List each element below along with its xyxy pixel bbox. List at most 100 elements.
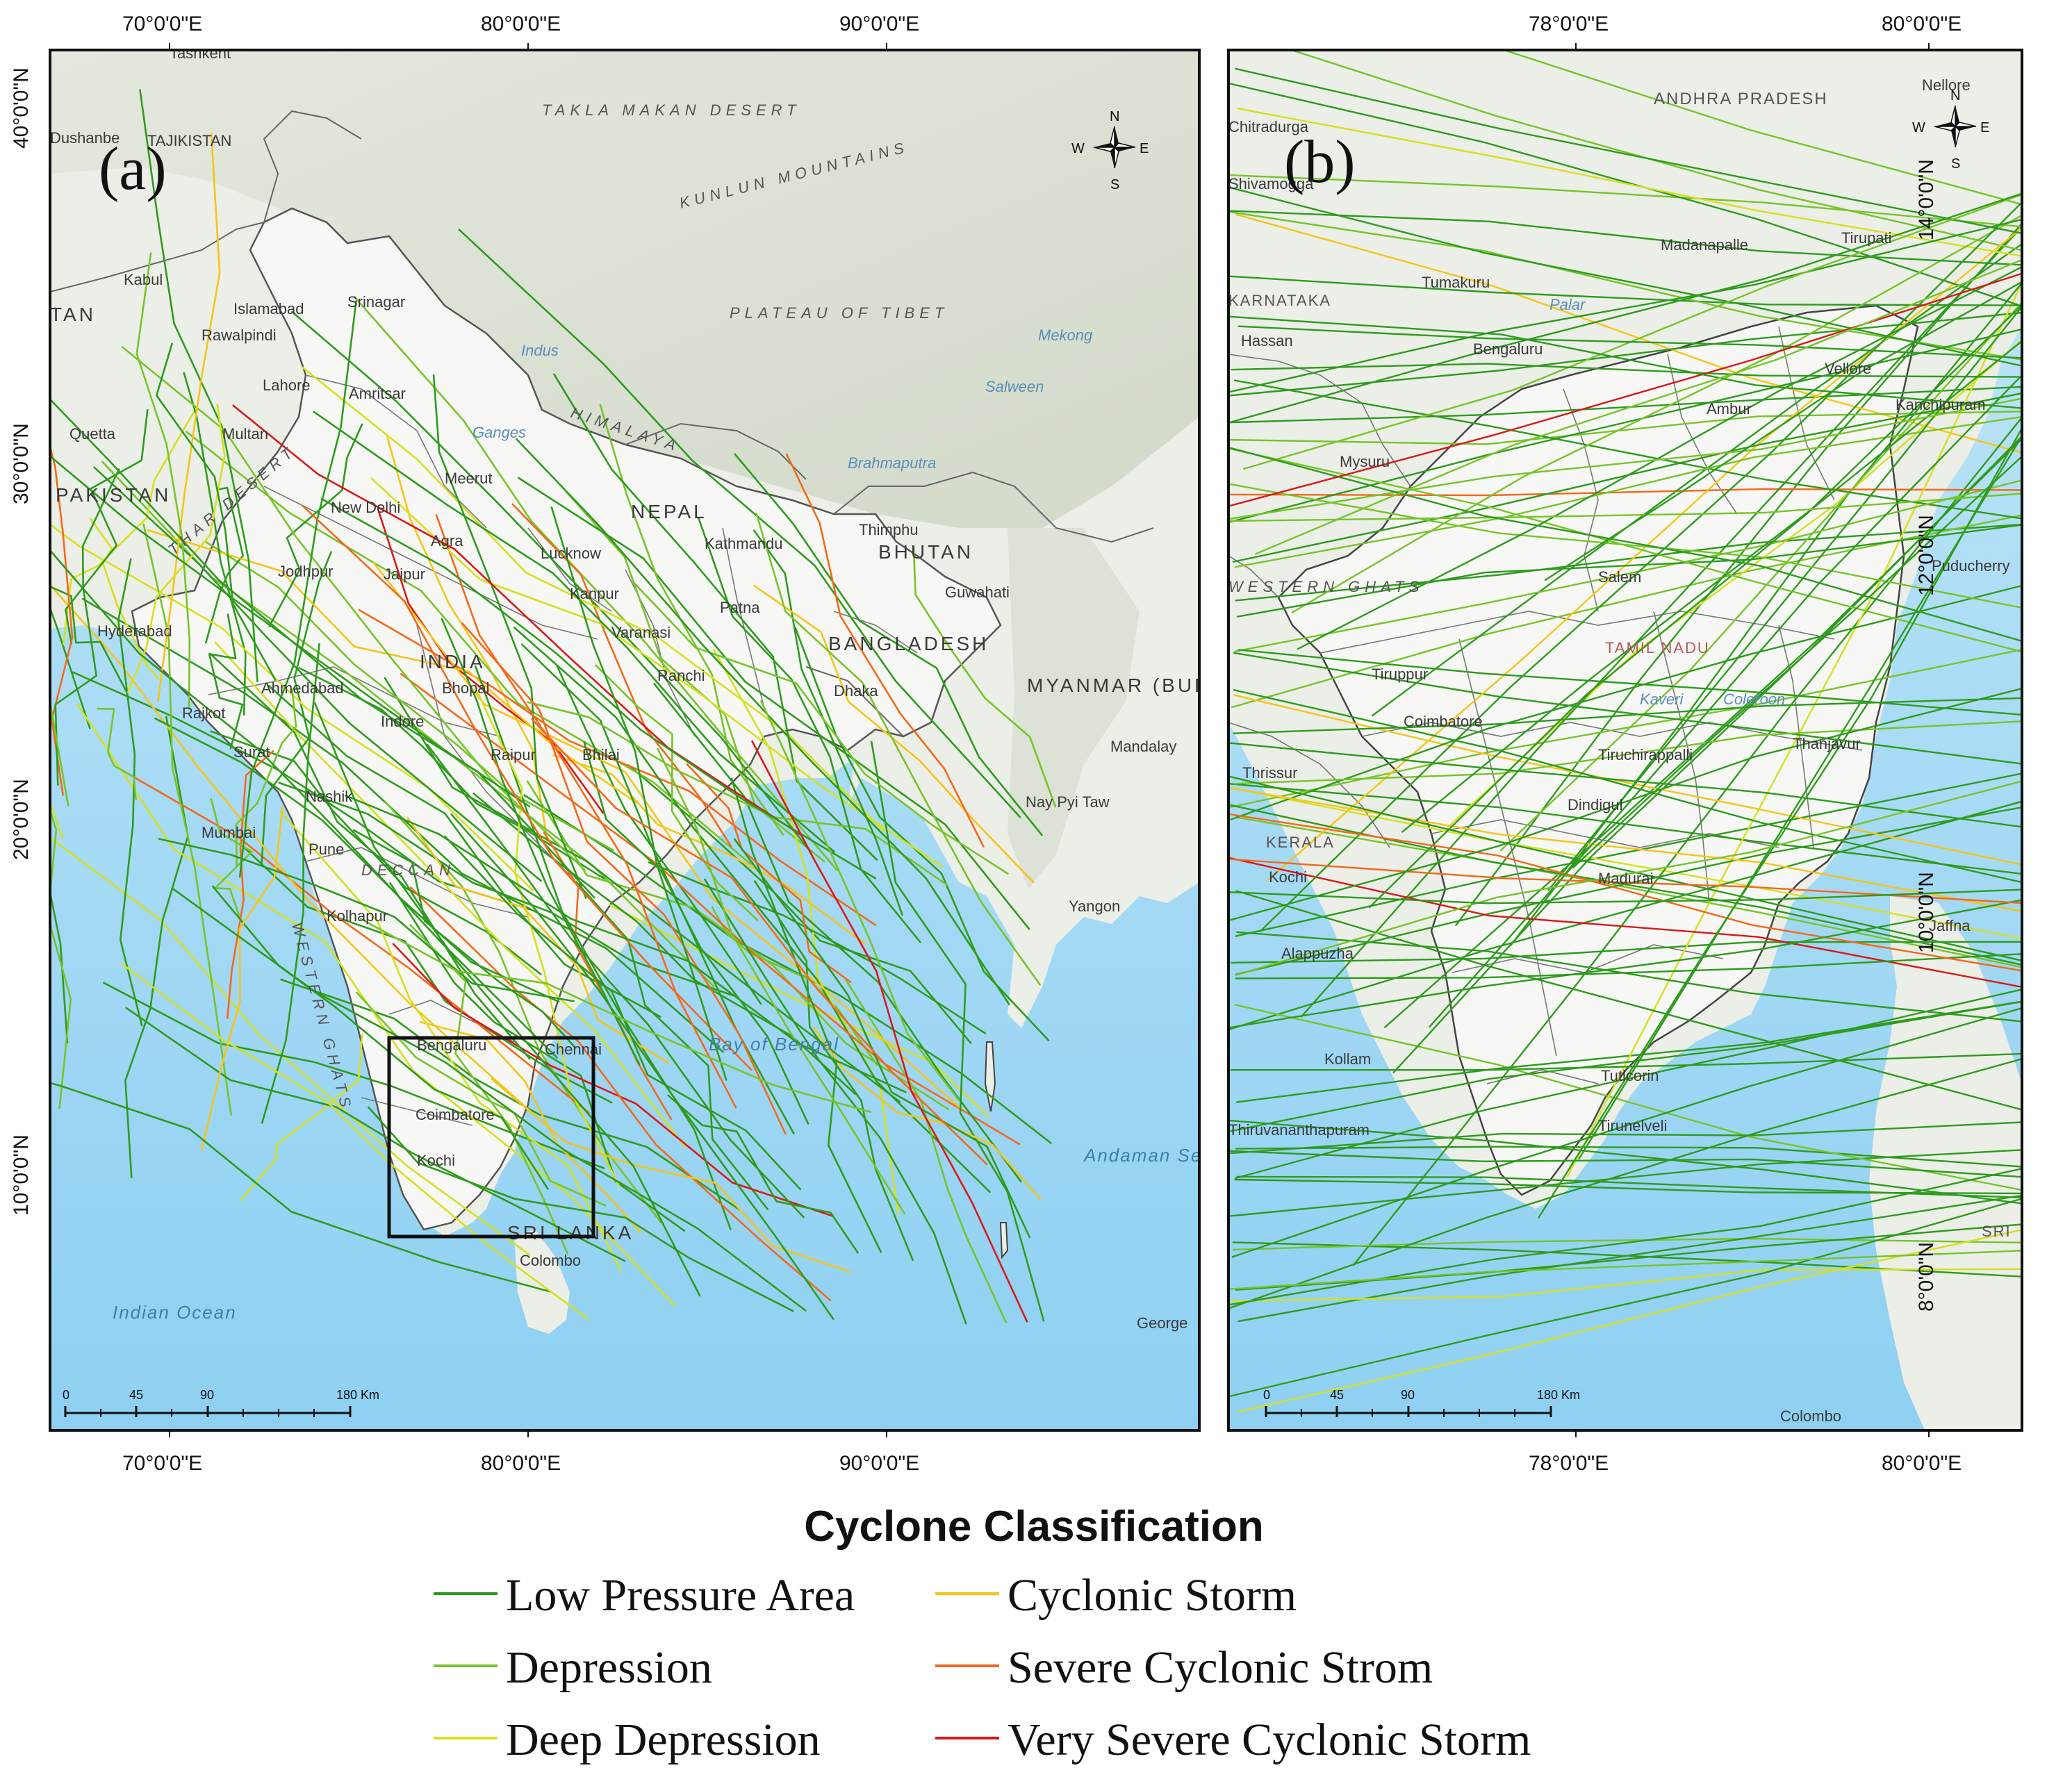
track-line	[204, 540, 614, 852]
track-line	[1235, 780, 2022, 976]
country-nepal: NEPAL	[631, 501, 707, 522]
scale-0: 0	[63, 1388, 69, 1402]
track-line	[1266, 226, 2022, 882]
b-label-kollam: Kollam	[1324, 1050, 1371, 1068]
river-salween: Salween	[985, 378, 1044, 395]
track-line	[1228, 648, 2022, 809]
track-line	[552, 754, 867, 945]
track-line	[845, 979, 1007, 1323]
label-guwahati: Guwahati	[945, 584, 1010, 601]
track-line	[1228, 1119, 2022, 1205]
track-line	[556, 666, 762, 1005]
track-line	[753, 585, 1035, 884]
track-line	[1429, 374, 2022, 1028]
b-label-bengaluru: Bengaluru	[1473, 340, 1543, 358]
track-line	[427, 743, 805, 1218]
b-scale-90: 90	[1401, 1388, 1415, 1402]
track-line	[50, 549, 558, 1059]
track-line	[89, 517, 160, 680]
panel-a-inset-box	[387, 1036, 595, 1239]
track-line	[1235, 816, 2022, 968]
b-bottom-lon-78: 78°0'0"E	[1529, 1452, 1609, 1475]
track-line	[1228, 210, 2022, 266]
track-line	[352, 829, 577, 1049]
track-line	[595, 664, 759, 921]
panel-a-cyclone-tracks	[50, 89, 1057, 1325]
track-line	[523, 794, 1052, 1144]
country-pakistan: PAKISTAN	[56, 484, 171, 506]
sea-indian-ocean: Indian Ocean	[113, 1302, 237, 1323]
country-bhutan: BHUTAN	[878, 541, 973, 563]
track-line	[516, 438, 1010, 1006]
b-label-coimbatore: Coimbatore	[1404, 713, 1483, 730]
track-line	[1228, 488, 2022, 497]
panel-a-sri-lanka	[514, 1230, 570, 1334]
legend-item-deep-depression: Deep Depression	[434, 1714, 821, 1765]
track-line	[117, 558, 143, 1027]
track-line	[158, 838, 575, 1002]
track-line	[172, 888, 807, 1312]
compass-n: N	[1110, 109, 1119, 124]
b-scale-45: 45	[1330, 1388, 1344, 1402]
track-line	[210, 798, 253, 921]
track-line	[1401, 340, 2022, 833]
track-line	[531, 718, 988, 1165]
label-lucknow: Lucknow	[541, 545, 601, 562]
track-line	[734, 453, 1043, 836]
track-line	[93, 466, 542, 882]
track-line	[1228, 1150, 2022, 1178]
track-line	[1228, 82, 2022, 307]
b-river-palar: Palar	[1549, 296, 1586, 313]
legend-label-1: Depression	[506, 1642, 712, 1693]
track-line	[186, 431, 752, 866]
country-tan: TAN	[50, 304, 96, 325]
label-indore: Indore	[381, 713, 424, 730]
track-line	[313, 702, 701, 1297]
track-line	[1228, 1250, 2022, 1291]
track-line	[261, 643, 320, 1124]
panel-a-letter: (a)	[99, 135, 167, 203]
track-line	[1352, 416, 2022, 1266]
track-line	[511, 503, 732, 848]
track-line	[1544, 281, 2022, 581]
label-lahore: Lahore	[263, 377, 311, 394]
track-line	[730, 777, 882, 1253]
a-top-lon-70: 70°0'0"E	[122, 13, 202, 35]
track-line	[135, 252, 191, 710]
label-dushanbe: Dushanbe	[50, 129, 120, 147]
b-label-ambur: Ambur	[1707, 400, 1752, 418]
b-label-tumakuru: Tumakuru	[1422, 274, 1490, 291]
panel-b-letter: (b)	[1284, 129, 1356, 196]
track-line	[1291, 214, 2022, 613]
country-sri-lanka: SRI LANKA	[507, 1222, 634, 1243]
track-line	[1231, 363, 2022, 378]
panel-b-compass-icon: N S E W	[1912, 88, 1989, 172]
track-line	[566, 490, 825, 863]
track-line	[1229, 1121, 2022, 1155]
river-mekong: Mekong	[1038, 327, 1093, 344]
track-line	[50, 397, 595, 899]
track-line	[345, 794, 907, 1093]
track-line	[239, 1033, 363, 1201]
track-line	[657, 747, 905, 1215]
legend-label-2: Deep Depression	[506, 1714, 821, 1765]
track-line	[356, 991, 607, 1207]
track-line	[1501, 50, 2022, 206]
track-line	[238, 300, 357, 878]
track-line	[461, 622, 787, 1135]
a-bottom-lon-70: 70°0'0"E	[122, 1452, 202, 1475]
track-line	[183, 372, 247, 716]
panel-a-map: Tashkent Dushanbe TAJIKISTAN Kabul Islam…	[10, 13, 1201, 1475]
label-quetta: Quetta	[69, 425, 116, 443]
track-line	[1235, 890, 2022, 1111]
track-line	[65, 408, 149, 645]
track-line	[1235, 953, 2022, 980]
b-lat-10: 10°0'0"N	[1915, 872, 1938, 953]
track-line	[1234, 415, 2022, 568]
compass-s: S	[1110, 177, 1119, 192]
track-line	[1228, 447, 2022, 653]
label-colombo: Colombo	[520, 1252, 581, 1269]
track-line	[1572, 455, 2022, 869]
track-line	[1228, 493, 2022, 522]
b-compass-n: N	[1950, 88, 1960, 104]
